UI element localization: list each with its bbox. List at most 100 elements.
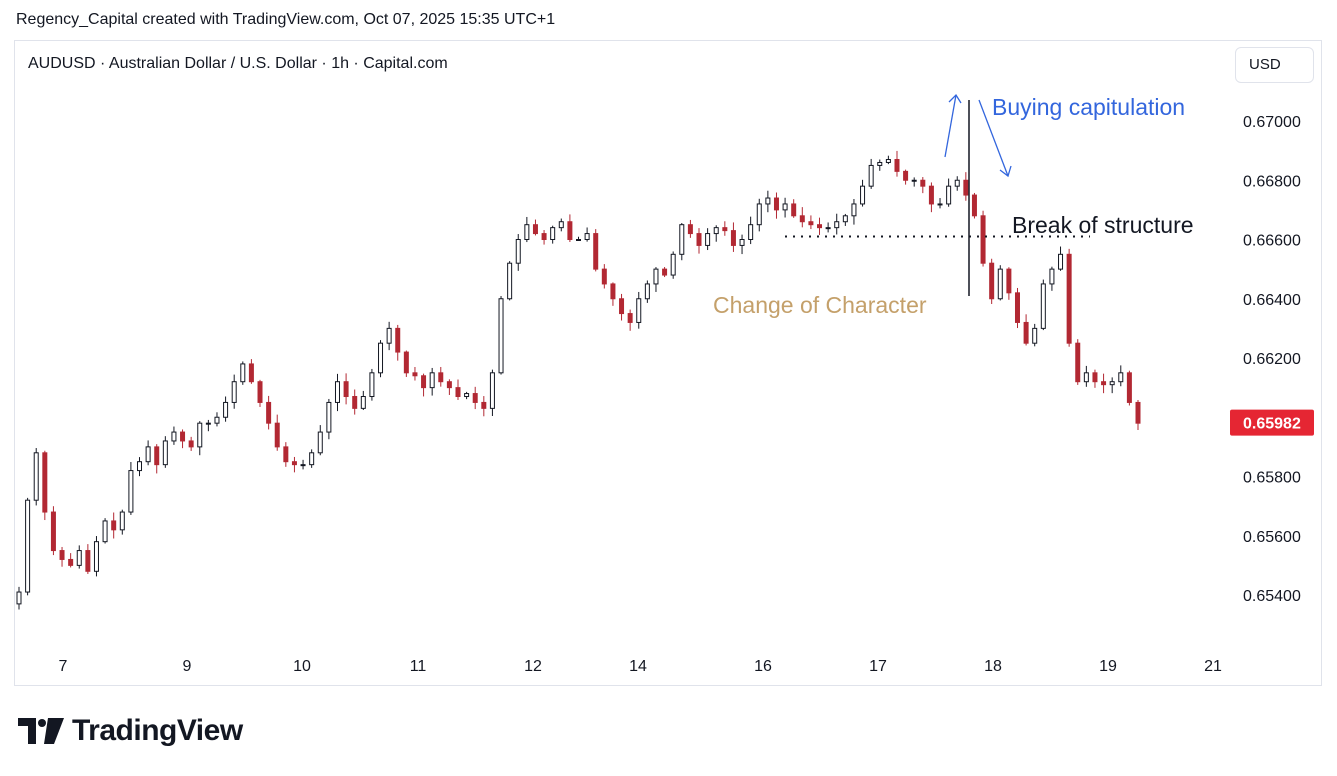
candle-body <box>558 221 564 229</box>
candle-body <box>145 446 151 463</box>
candle-body <box>980 215 986 264</box>
candle-body <box>842 215 848 223</box>
candle-body <box>154 446 160 466</box>
capitulation-up-arrowhead <box>948 93 962 104</box>
candle-body <box>421 375 427 389</box>
candle-body <box>1066 253 1072 344</box>
candle-body <box>25 499 31 593</box>
candle-body <box>1083 372 1089 383</box>
candle-body <box>773 197 779 211</box>
candle-body <box>619 298 625 315</box>
candle-body <box>782 203 788 211</box>
candle-body <box>963 179 969 196</box>
candle-body <box>111 520 117 531</box>
candle-body <box>188 440 194 448</box>
candle-body <box>42 452 48 513</box>
x-axis: 7 9 10 11 12 14 16 17 18 19 21 <box>59 658 1222 675</box>
candle-body <box>997 268 1003 300</box>
candle-body <box>309 452 315 466</box>
x-tick-label: 16 <box>754 658 772 675</box>
candle-body <box>171 431 177 442</box>
candle-body <box>50 511 56 552</box>
candle-body <box>739 239 745 246</box>
candle-body <box>59 550 65 560</box>
candle-body <box>1032 327 1038 344</box>
candle-body <box>274 422 280 448</box>
capitulation-down-arrowhead <box>999 165 1012 178</box>
candle-body <box>989 262 995 300</box>
candle-body <box>576 239 581 241</box>
candle-body <box>705 233 711 246</box>
capitulation-up-arrow <box>944 94 957 158</box>
candle-body <box>903 170 909 181</box>
candle-body <box>93 541 99 572</box>
candle-body <box>799 215 805 223</box>
candle-body <box>627 313 633 323</box>
x-tick-label: 12 <box>524 658 542 675</box>
candle-body <box>360 396 366 409</box>
candle-body <box>662 268 668 276</box>
x-tick-label: 11 <box>410 658 427 675</box>
capitulation-down-arrow <box>978 99 1009 177</box>
y-tick-label: 0.66800 <box>1243 173 1301 190</box>
candle-body <box>954 179 960 187</box>
candle-body <box>748 224 754 240</box>
candle-body <box>403 351 409 374</box>
candle-body <box>1101 381 1107 386</box>
candle-body <box>16 591 22 605</box>
candle-body <box>687 224 693 235</box>
candle-body <box>791 203 797 217</box>
candle-body <box>369 372 375 398</box>
candle-body <box>937 203 943 206</box>
buying-capitulation-label: Buying capitulation <box>992 94 1185 120</box>
candle-body <box>102 520 108 543</box>
candle-body <box>283 446 289 463</box>
y-axis: 0.67000 0.66800 0.66600 0.66400 0.66200 0.658… <box>1230 114 1314 605</box>
candle-body <box>1014 292 1020 323</box>
candle-body <box>464 393 470 398</box>
candle-body <box>137 461 143 472</box>
y-tick-label: 0.66400 <box>1243 292 1301 309</box>
candle-body <box>730 230 736 246</box>
y-tick-label: 0.66200 <box>1243 351 1301 368</box>
candle-body <box>532 224 538 235</box>
currency-button[interactable]: USD <box>1235 47 1314 83</box>
candle-body <box>68 558 74 566</box>
candle-body <box>326 401 332 433</box>
x-tick-label: 9 <box>183 658 192 675</box>
candle-body <box>636 298 642 323</box>
tradingview-logo[interactable]: TradingView <box>18 714 243 748</box>
y-tick-label: 0.65400 <box>1243 588 1301 605</box>
candle-body <box>593 233 599 270</box>
candle-body <box>877 161 883 166</box>
candle-body <box>343 381 349 398</box>
break-of-structure-label: Break of structure <box>1012 212 1194 238</box>
candle-body <box>438 372 444 383</box>
candle-body <box>541 233 547 240</box>
candle-body <box>162 440 168 466</box>
candle-body <box>524 224 530 240</box>
x-tick-label: 14 <box>629 658 647 675</box>
candle-body <box>386 327 392 344</box>
candle-body <box>911 179 917 182</box>
candle-body <box>567 221 573 241</box>
candle-body <box>885 159 891 163</box>
tradingview-logo-text: TradingView <box>72 714 243 747</box>
candle-body <box>180 431 186 442</box>
candle-body <box>257 381 263 403</box>
candle-body <box>610 283 616 300</box>
candle-body <box>1006 268 1012 294</box>
candle-body <box>33 452 39 501</box>
candle-body <box>240 363 246 383</box>
candle-body <box>722 227 728 232</box>
candle-body <box>1049 268 1055 285</box>
candle-body <box>197 422 203 448</box>
candle-body <box>756 203 762 226</box>
candle-body <box>971 194 977 217</box>
candle-body <box>515 239 521 264</box>
candle-body <box>472 393 478 403</box>
symbol-title: AUDUSD · Australian Dollar / U.S. Dollar… <box>28 55 448 72</box>
candle-body <box>868 164 874 187</box>
candle-body <box>860 185 866 205</box>
